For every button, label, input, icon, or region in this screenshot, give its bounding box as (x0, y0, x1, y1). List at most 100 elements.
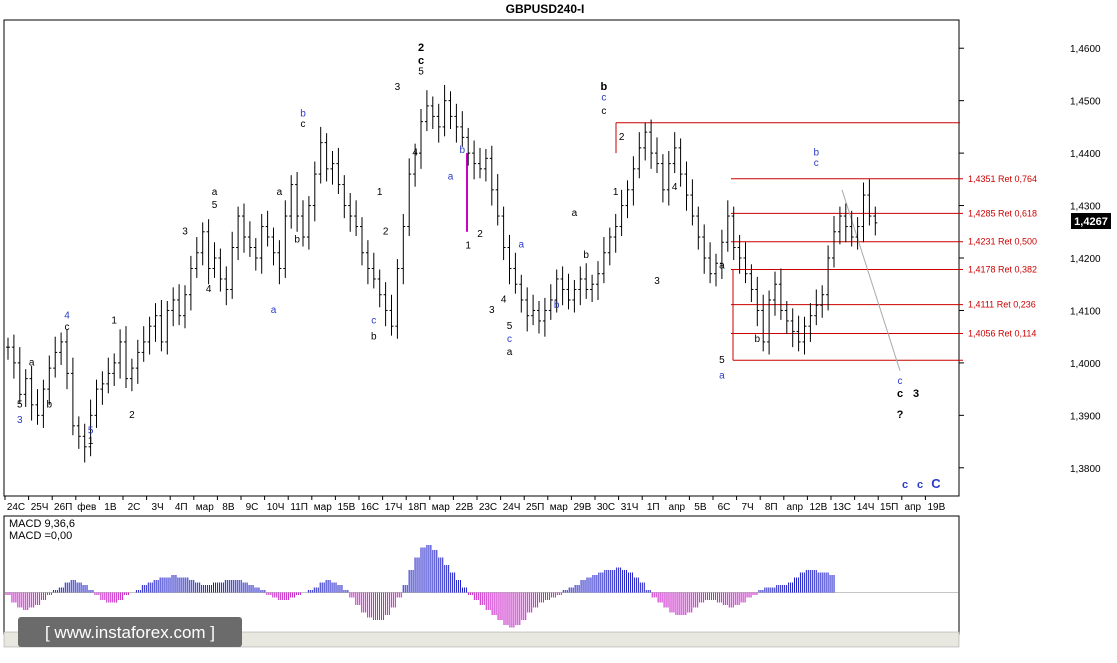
fib-label: 1,4351 Ret 0,764 (968, 174, 1037, 184)
x-tick-label: апр (669, 502, 686, 513)
x-tick-label: 6С (718, 502, 731, 513)
x-tick-label: 22В (456, 502, 474, 513)
y-tick-label: 1,4600 (1070, 44, 1101, 55)
x-tick-label: 24С (7, 502, 25, 513)
x-tick-label: 5В (694, 502, 707, 513)
wave-label: a (277, 187, 283, 198)
wave-label: 1 (111, 316, 117, 327)
wave-label: 5 (88, 426, 94, 437)
x-tick-label: мар (314, 502, 332, 513)
x-tick-label: апр (905, 502, 922, 513)
wave-label: 5 (212, 200, 218, 211)
fib-label: 1,4231 Ret 0,500 (968, 237, 1037, 247)
x-tick-label: 17Ч (385, 502, 403, 513)
bottom-wave-label: c (917, 479, 923, 491)
wave-label: 5 (17, 399, 23, 410)
wave-label: 4 (412, 148, 418, 159)
wave-label: 3 (489, 305, 495, 316)
wave-label: 4 (501, 295, 507, 306)
wave-label: 2 (619, 132, 625, 143)
wave-label: 5 (507, 321, 513, 332)
wave-label: b (47, 399, 53, 410)
wave-label: c (371, 316, 376, 327)
wave-label: a (719, 260, 725, 271)
x-tick-label: мар (550, 502, 568, 513)
y-tick-label: 1,4100 (1070, 306, 1101, 317)
wave-label: a (271, 305, 277, 316)
bottom-wave-label: C (931, 476, 941, 491)
x-tick-label: 1П (647, 502, 660, 513)
bottom-strip (3, 631, 960, 648)
wave-label: 3 (17, 415, 23, 426)
wave-label: b (460, 145, 466, 156)
x-tick-label: 24Ч (503, 502, 521, 513)
bottom-wave-label: c (902, 479, 908, 491)
chart-title: GBPUSD240-I (506, 2, 585, 16)
x-tick-label: 8П (765, 502, 778, 513)
wave-label: 4 (672, 182, 678, 193)
x-tick-label: 7Ч (741, 502, 753, 513)
wave-label: 5 (719, 355, 725, 366)
wave-label: c (814, 158, 819, 169)
x-tick-label: 30С (597, 502, 615, 513)
wave-label: c (418, 55, 424, 67)
x-tick-label: апр (787, 502, 804, 513)
projection-label: ? (897, 409, 904, 421)
x-tick-label: 19В (928, 502, 946, 513)
wave-labels: 53ab4c5112345aaabbc123cb45c2ab12345caaba… (17, 42, 941, 491)
last-price-box (1071, 213, 1111, 229)
fib-label: 1,4111 Ret 0,236 (968, 300, 1036, 310)
wave-label: c (65, 322, 70, 333)
wave-label: c (601, 93, 606, 104)
x-tick-label: фев (77, 501, 96, 513)
wave-label: 1 (465, 241, 471, 252)
y-axis: 1,4600 1,4500 1,4400 1,4300 1,4200 1,4100 1,40… (959, 44, 1101, 475)
fib-label: 1,4056 Ret 0,114 (968, 329, 1036, 339)
x-tick-label: 10Ч (267, 502, 285, 513)
wave-label: a (29, 358, 35, 369)
wave-label: c (301, 119, 306, 130)
y-tick-label: 1,3800 (1070, 464, 1101, 475)
macd-label-params: MACD 9,36,6 (9, 518, 75, 530)
x-tick-label: 15П (880, 502, 898, 513)
x-tick-label: 29В (574, 502, 592, 513)
wave-label: 2 (383, 226, 389, 237)
x-tick-label: 12В (810, 502, 828, 513)
wave-label: a (519, 240, 525, 251)
macd-histogram (5, 545, 958, 628)
x-tick-label: 16С (361, 502, 379, 513)
x-tick-label: 26П (54, 502, 72, 513)
wave-label: b (755, 334, 761, 345)
wave-label: 3 (654, 276, 660, 287)
x-tick-label: 23С (479, 502, 497, 513)
x-tick-label: 13С (833, 502, 851, 513)
wave-label: 1 (377, 187, 383, 198)
x-tick-label: 4П (175, 502, 188, 513)
wave-label: 2 (418, 42, 424, 54)
watermark-text[interactable]: [ www.instaforex.com ] (45, 623, 215, 642)
wave-label: 4 (64, 310, 70, 321)
last-price-label: 1,4267 (1074, 216, 1108, 228)
wave-label: c (601, 106, 606, 117)
wave-label: a (507, 347, 513, 358)
y-tick-label: 1,4300 (1070, 202, 1101, 213)
wave-label: b (294, 234, 300, 245)
y-tick-label: 1,4500 (1070, 97, 1101, 108)
fib-label: 1,4285 Ret 0,618 (968, 208, 1037, 218)
projection-label: c (898, 376, 903, 387)
wave-label: 5 (418, 66, 424, 77)
wave-label: 3 (182, 226, 188, 237)
x-tick-label: 15В (338, 502, 356, 513)
x-tick-label: 1В (104, 502, 117, 513)
wave-label: b (371, 331, 377, 342)
x-tick-label: 9С (246, 502, 259, 513)
wave-label: b (814, 148, 820, 159)
wave-label: b (554, 300, 560, 311)
y-tick-label: 1,3900 (1070, 411, 1101, 422)
x-tick-label: 25П (526, 502, 544, 513)
wave-label: b (601, 81, 608, 93)
x-tick-label: 11П (290, 502, 308, 513)
x-tick-label: мар (196, 502, 214, 513)
x-tick-label: 31Ч (621, 502, 639, 513)
